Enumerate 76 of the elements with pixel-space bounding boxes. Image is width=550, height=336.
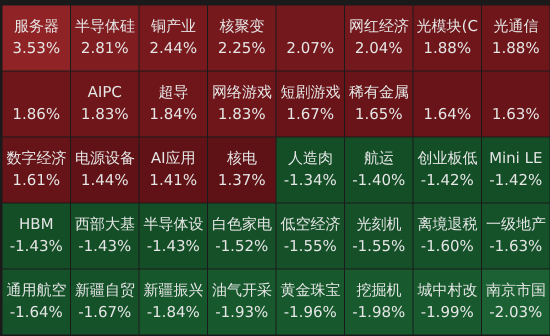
category-label: 短剧游戏 xyxy=(280,82,340,101)
category-label: 半导体硅 xyxy=(74,16,135,35)
category-label: 油气开采 xyxy=(212,280,272,299)
data-label: 2.81% xyxy=(80,38,129,57)
category-label: 黄金珠宝 xyxy=(280,280,340,299)
data-label: 1.64% xyxy=(423,104,472,123)
category-label: 核聚变 xyxy=(218,16,264,35)
data-label: -2.03% xyxy=(489,302,542,321)
data-label: -1.96% xyxy=(284,302,337,321)
category-label: 网络游戏 xyxy=(212,82,272,101)
category-label: 创业板低 xyxy=(417,148,478,167)
data-label: 2.44% xyxy=(149,38,198,57)
data-label: 1.65% xyxy=(354,104,403,123)
category-label: 光模块(C xyxy=(416,16,478,35)
category-label: 西部大基 xyxy=(74,214,135,233)
category-label: 人造肉 xyxy=(288,148,333,167)
category-label: 航运 xyxy=(364,148,394,167)
data-label: -1.67% xyxy=(78,302,132,321)
data-label: -1.98% xyxy=(352,302,406,321)
category-label: 网红经济 xyxy=(348,16,409,35)
category-label: AIPC xyxy=(88,82,122,101)
data-label: 1.88% xyxy=(492,38,540,57)
data-label: 1.37% xyxy=(218,170,266,189)
data-label: -1.93% xyxy=(215,302,268,321)
data-label: 1.41% xyxy=(149,170,198,189)
data-label: -1.34% xyxy=(284,170,337,189)
category-label: 离境退税 xyxy=(417,214,478,233)
category-label: 半导体设 xyxy=(143,214,204,233)
data-label: 1.88% xyxy=(423,38,472,57)
category-label: 铜产业 xyxy=(150,16,196,35)
data-label: -1.60% xyxy=(420,236,474,255)
data-label: 3.53% xyxy=(12,38,60,57)
category-label: 挖掘机 xyxy=(356,280,402,299)
data-label: -1.52% xyxy=(215,236,268,255)
category-label: Mini LE xyxy=(489,148,542,167)
data-label: 1.84% xyxy=(149,104,198,123)
data-label: -1.42% xyxy=(489,170,542,189)
category-label: 光通信 xyxy=(493,16,538,35)
category-label: 服务器 xyxy=(14,16,59,35)
category-label: 低空经济 xyxy=(280,214,340,233)
category-label: AI应用 xyxy=(150,148,196,167)
data-label: -1.43% xyxy=(146,236,200,255)
data-label: 2.04% xyxy=(354,38,403,57)
data-label: -1.63% xyxy=(489,236,542,255)
data-label: -1.55% xyxy=(352,236,406,255)
category-label: 超导 xyxy=(158,82,188,101)
category-label: 新疆自贸 xyxy=(74,280,135,299)
category-label: 一级地产 xyxy=(486,214,546,233)
category-label: 城中村改 xyxy=(416,280,478,299)
data-label: 1.61% xyxy=(12,170,60,189)
data-label: -1.84% xyxy=(146,302,200,321)
category-label: 电源设备 xyxy=(74,148,135,167)
data-label: 1.86% xyxy=(12,104,60,123)
data-label: -1.42% xyxy=(420,170,474,189)
category-label: 数字经济 xyxy=(6,148,66,167)
category-label: 核电 xyxy=(226,148,257,167)
data-label: 1.83% xyxy=(218,104,266,123)
data-label: -1.43% xyxy=(78,236,132,255)
data-label: -1.40% xyxy=(352,170,406,189)
data-label: 1.63% xyxy=(492,104,540,123)
data-label: 2.25% xyxy=(218,38,266,57)
data-label: 1.44% xyxy=(80,170,129,189)
data-label: 1.67% xyxy=(286,104,334,123)
category-label: 南京市国 xyxy=(486,280,546,299)
category-label: 新疆振兴 xyxy=(143,280,204,299)
data-label: -1.43% xyxy=(10,236,63,255)
category-label: 通用航空 xyxy=(6,280,66,299)
data-label: -1.55% xyxy=(284,236,337,255)
category-label: HBM xyxy=(18,214,54,233)
category-label: 光刻机 xyxy=(356,214,402,233)
data-label: -1.99% xyxy=(420,302,474,321)
data-label: -1.64% xyxy=(10,302,63,321)
data-label: 2.07% xyxy=(286,38,334,57)
category-label: 白色家电 xyxy=(212,214,272,233)
category-label: 稀有金属 xyxy=(348,82,409,101)
data-label: 1.83% xyxy=(80,104,129,123)
